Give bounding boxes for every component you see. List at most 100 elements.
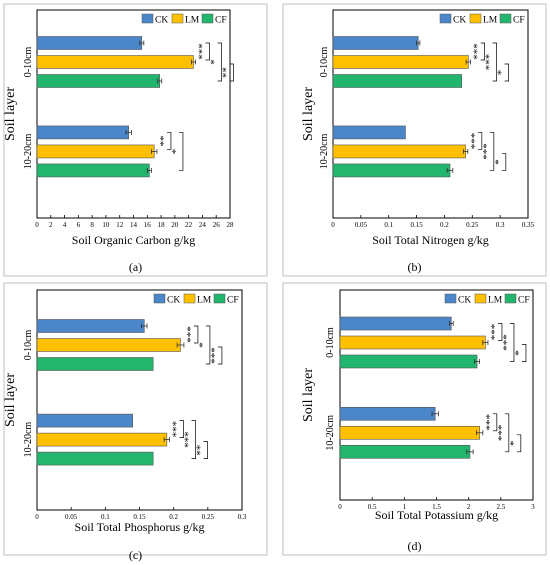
significance-label: ** (221, 67, 233, 78)
significance-bracket: ** (195, 441, 208, 459)
significance-label: *** (489, 324, 501, 341)
x-tick-label: 2 (49, 221, 53, 229)
legend-swatch-ck (141, 13, 154, 24)
error-bar-lm-10-20cm (475, 430, 484, 436)
significance-label: *** (171, 421, 183, 438)
error-bar-cf-10-20cm (466, 449, 474, 455)
category-label-0-10cm: 0-10cm (325, 327, 336, 358)
category-label-0-10cm: 0-10cm (319, 47, 330, 78)
legend-label-cf: CF (518, 296, 530, 306)
x-tick-label: 0.35 (522, 221, 535, 229)
error-bar-ck-0-10cm (141, 323, 148, 329)
bar-ck-0-10cm (36, 36, 143, 50)
error-bar-lm-0-10cm (190, 59, 196, 65)
error-bar-lm-10-20cm (462, 148, 469, 154)
x-axis-label: Soil Total Nitrogen g/kg (372, 233, 489, 247)
bar-ck-10-20cm (339, 406, 436, 421)
x-axis-label: Soil Total Phosphorus g/kg (75, 520, 205, 534)
x-tick-label: 2 (467, 503, 471, 511)
x-tick-label: 20 (171, 221, 179, 229)
legend-label-cf: CF (227, 296, 239, 306)
significance-bracket: *** (501, 323, 515, 362)
chart-panel-d: CK LM CF0-10cm *******10-20cm *******0 0.5 1 1.… (282, 282, 547, 556)
x-tick-label: 10 (102, 221, 110, 229)
significance-label: *** (484, 414, 496, 431)
significance-bracket: * (170, 132, 184, 171)
significance-bracket: * (493, 153, 507, 171)
significance-label: *** (183, 431, 195, 448)
x-tick-label: 14 (130, 221, 138, 229)
x-tick-label: 0.2 (169, 513, 178, 521)
bar-lm-10-20cm (332, 144, 466, 159)
bar-lm-10-20cm (339, 425, 480, 440)
significance-label: *** (185, 326, 197, 343)
panel-frame (3, 282, 268, 556)
x-tick-label: 28 (227, 221, 235, 229)
legend-swatch-lm (171, 13, 184, 24)
significance-label: * (209, 59, 221, 65)
significance-bracket: * (513, 344, 527, 362)
legend-label-lm: LM (488, 296, 503, 306)
bar-lm-0-10cm (339, 335, 486, 350)
category-label-10-20cm: 10-20cm (23, 422, 34, 458)
chart-panel-c: CK LM CF0-10cm *******10-20cm ********0 0.05 0… (3, 282, 268, 562)
legend-label-cf: CF (513, 16, 525, 26)
significance-bracket: *** (171, 420, 184, 438)
x-tick-label: 26 (213, 221, 221, 229)
legend-label-lm: LM (483, 16, 498, 26)
y-axis-label: Soil layer (3, 373, 18, 427)
legend-swatch-cf (504, 293, 517, 304)
chart-panel-a: CK LM CF0-10cm ******10-20cm ***0 2 4 6 8 10 12 14 1… (3, 3, 268, 277)
x-axis-label: Soil Organic Carbon g/kg (72, 233, 195, 247)
y-axis-label: Soil layer (301, 87, 316, 141)
legend-swatch-lm (474, 293, 487, 304)
significance-label: *** (472, 43, 484, 60)
significance-label: * (508, 441, 520, 447)
error-bar-ck-0-10cm (139, 40, 145, 46)
legend-label-lm: LM (197, 296, 212, 306)
significance-bracket: *** (481, 132, 495, 171)
significance-bracket: *** (185, 325, 199, 344)
x-tick-label: 18 (158, 221, 166, 229)
error-bar-lm-10-20cm (151, 148, 158, 154)
significance-bracket: * (508, 434, 522, 453)
significance-label: *** (209, 347, 221, 364)
significance-label: * (513, 350, 525, 356)
x-tick-label: 24 (199, 221, 207, 229)
category-label-0-10cm: 0-10cm (23, 330, 34, 361)
x-tick-label: 0.15 (133, 513, 146, 521)
significance-label: *** (197, 43, 209, 60)
significance-bracket: *** (469, 132, 483, 150)
error-bar-ck-0-10cm (416, 40, 421, 46)
category-label-10-20cm: 10-20cm (325, 415, 336, 451)
significance-label: ** (158, 135, 170, 146)
x-tick-label: 4 (63, 221, 67, 229)
significance-label: * (496, 70, 508, 76)
x-tick-label: 0.05 (355, 221, 368, 229)
x-tick-label: 0.25 (466, 221, 479, 229)
legend-swatch-ck (153, 293, 166, 304)
bar-ck-10-20cm (332, 125, 406, 140)
significance-bracket: * (496, 63, 509, 82)
bar-cf-10-20cm (36, 163, 150, 178)
bar-lm-10-20cm (36, 144, 155, 159)
x-tick-label: 22 (185, 221, 193, 229)
bar-ck-0-10cm (339, 316, 452, 331)
plot-area (332, 9, 529, 219)
x-tick-label: 0.3 (496, 221, 505, 229)
x-tick-label: 0.15 (410, 221, 423, 229)
x-tick-label: 12 (116, 221, 124, 229)
significance-label: ** (195, 445, 207, 456)
legend-swatch-cf (201, 13, 214, 24)
x-tick-label: 1.5 (432, 503, 441, 511)
error-bar-cf-10-20cm (146, 167, 152, 173)
panel-label: (b) (408, 260, 422, 274)
legend-swatch-ck (444, 293, 457, 304)
panel-frame (282, 3, 547, 277)
legend-label-ck: CK (453, 16, 466, 26)
x-tick-label: 16 (144, 221, 152, 229)
legend-label-ck: CK (167, 296, 180, 306)
category-label-10-20cm: 10-20cm (319, 133, 330, 169)
significance-bracket: *** (489, 323, 503, 341)
